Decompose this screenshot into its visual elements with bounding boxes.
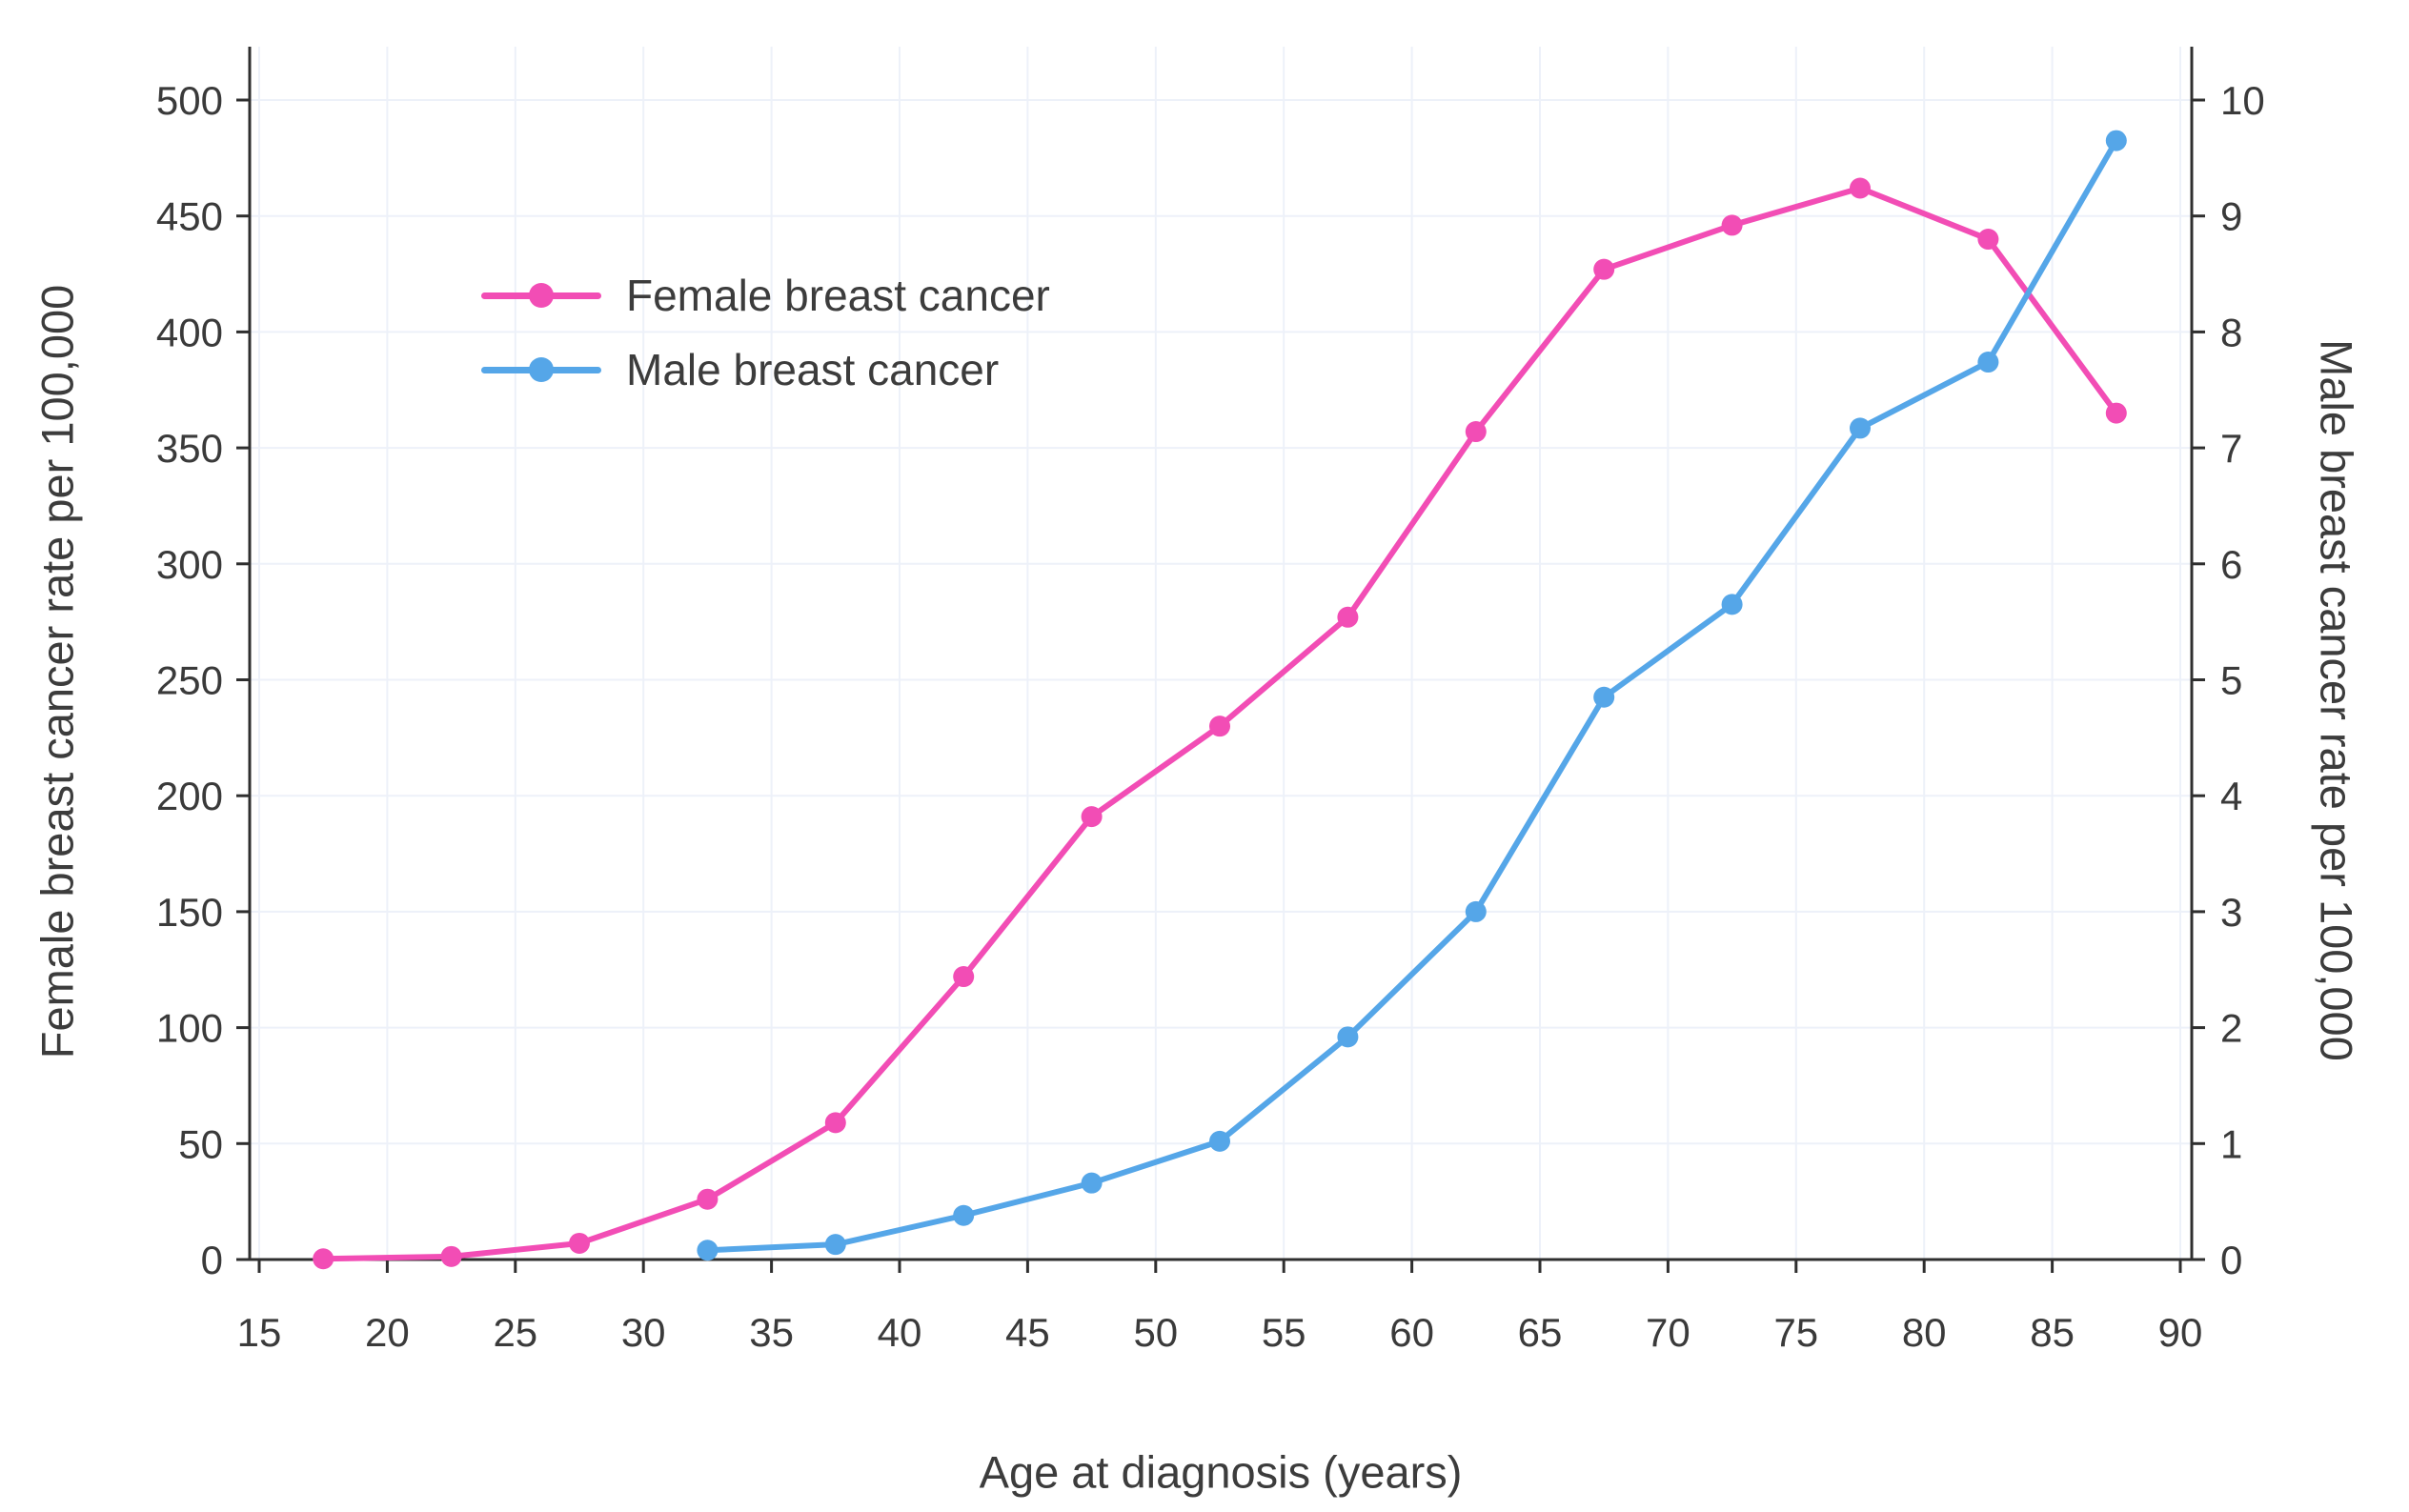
data-point-female	[1593, 258, 1615, 280]
data-point-male	[1850, 417, 1871, 439]
y-left-tick-label: 350	[156, 426, 223, 471]
data-point-female	[1081, 806, 1103, 828]
x-tick-label: 55	[1262, 1310, 1306, 1355]
data-point-female	[824, 1112, 846, 1134]
x-tick-label: 45	[1005, 1310, 1050, 1355]
y-right-tick-label: 0	[2220, 1238, 2242, 1282]
data-point-female	[697, 1188, 719, 1210]
x-tick-label: 50	[1133, 1310, 1178, 1355]
y-right-tick-label: 5	[2220, 658, 2242, 703]
data-point-female	[1721, 214, 1743, 236]
data-point-female	[569, 1232, 590, 1254]
data-point-female	[1850, 177, 1871, 199]
data-point-male	[1081, 1172, 1103, 1194]
data-point-female	[1209, 716, 1230, 737]
legend: Female breast cancer Male breast cancer	[481, 267, 1050, 398]
data-point-female	[2105, 402, 2127, 424]
data-point-male	[824, 1234, 846, 1256]
data-point-female	[313, 1248, 334, 1270]
data-point-male	[953, 1204, 975, 1226]
y-right-tick-label: 7	[2220, 426, 2242, 471]
data-point-male	[1337, 1026, 1359, 1048]
x-tick-label: 35	[749, 1310, 794, 1355]
data-point-male	[2105, 130, 2127, 151]
data-point-female	[1337, 606, 1359, 628]
x-tick-label: 60	[1389, 1310, 1434, 1355]
series-line-male	[704, 137, 2119, 1254]
x-tick-label: 20	[365, 1310, 410, 1355]
x-tick-label: 85	[2030, 1310, 2075, 1355]
y-left-tick-label: 50	[178, 1121, 223, 1166]
data-point-female	[1465, 421, 1487, 443]
x-tick-label: 65	[1518, 1310, 1563, 1355]
x-tick-label: 75	[1773, 1310, 1818, 1355]
y-right-tick-label: 1	[2220, 1121, 2242, 1166]
y-right-tick-label: 9	[2220, 194, 2242, 239]
y-right-tick-label: 6	[2220, 542, 2242, 587]
data-point-male	[1209, 1130, 1230, 1152]
y-left-tick-label: 100	[156, 1006, 223, 1051]
data-point-male	[697, 1240, 719, 1261]
y-right-tick-label: 3	[2220, 890, 2242, 935]
x-tick-label: 90	[2158, 1310, 2203, 1355]
y-left-tick-label: 300	[156, 542, 223, 587]
female-marker-icon	[529, 283, 554, 308]
male-line-swatch	[481, 357, 601, 382]
x-tick-label: 70	[1646, 1310, 1690, 1355]
legend-item-male: Male breast cancer	[481, 341, 1050, 398]
y-right-tick-label: 4	[2220, 774, 2242, 818]
y-left-tick-label: 200	[156, 774, 223, 818]
legend-label-female: Female breast cancer	[626, 271, 1050, 320]
y-left-tick-label: 0	[201, 1238, 223, 1282]
y-left-tick-label: 150	[156, 890, 223, 935]
y-right-tick-label: 8	[2220, 310, 2242, 354]
data-point-male	[1465, 900, 1487, 922]
data-point-female	[1977, 229, 1999, 251]
legend-label-male: Male breast cancer	[626, 345, 1000, 394]
y-right-tick-label: 2	[2220, 1006, 2242, 1051]
data-point-male	[1977, 352, 1999, 373]
data-point-male	[1593, 686, 1615, 708]
data-point-female	[440, 1245, 462, 1267]
data-point-female	[953, 966, 975, 988]
x-axis-title: Age at diagnosis (years)	[979, 1446, 1463, 1498]
x-tick-label: 25	[493, 1310, 537, 1355]
x-tick-label: 80	[1902, 1310, 1947, 1355]
x-tick-label: 15	[237, 1310, 282, 1355]
male-marker-icon	[529, 357, 554, 382]
x-tick-label: 30	[621, 1310, 666, 1355]
y-left-tick-label: 250	[156, 658, 223, 703]
y-right-tick-label: 10	[2220, 78, 2265, 123]
y-axis-title-left: Female breast cancer rate per 100,000	[31, 284, 83, 1059]
legend-item-female: Female breast cancer	[481, 267, 1050, 324]
y-left-tick-label: 400	[156, 310, 223, 354]
x-tick-label: 40	[878, 1310, 922, 1355]
data-point-male	[1721, 594, 1743, 615]
female-line-swatch	[481, 283, 601, 308]
y-left-tick-label: 500	[156, 78, 223, 123]
y-left-tick-label: 450	[156, 194, 223, 239]
y-axis-title-right: Male breast cancer rate per 100,000	[2311, 339, 2362, 1061]
